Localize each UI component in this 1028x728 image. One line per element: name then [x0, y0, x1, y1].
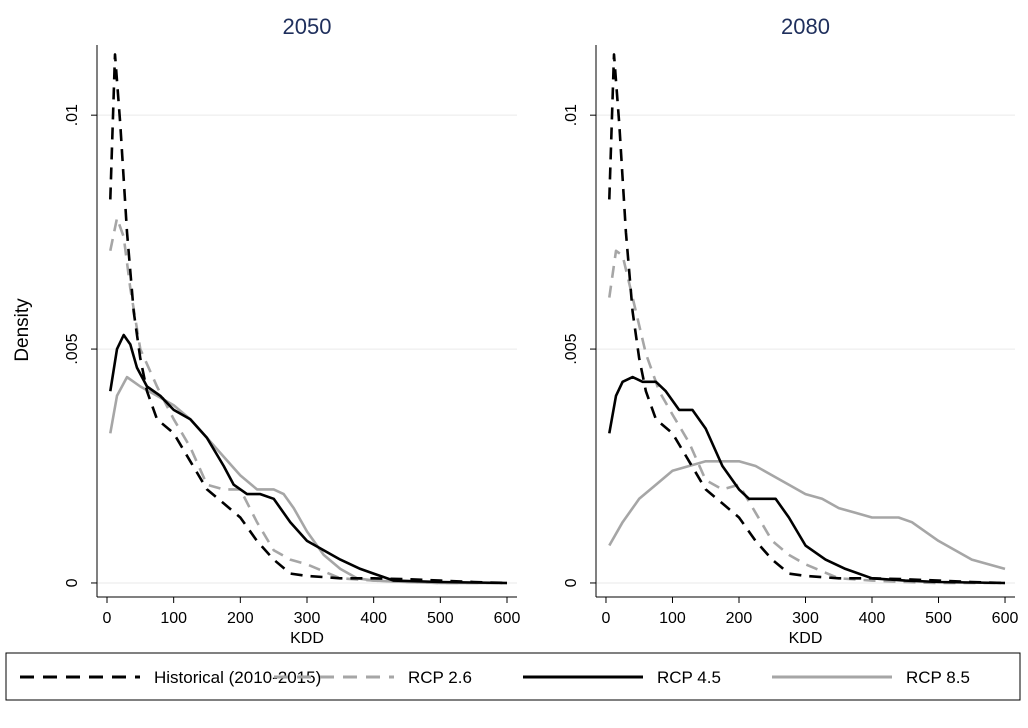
y-tick-label: 0: [64, 578, 81, 587]
series-line-rcp45: [109, 333, 508, 585]
x-tick-label: 500: [925, 610, 952, 627]
y-tick-label: .005: [563, 333, 580, 364]
y-tick-label: .005: [64, 333, 81, 364]
x-tick-label: 600: [992, 610, 1019, 627]
x-tick-label: 200: [227, 610, 254, 627]
panel-title: 2050: [283, 14, 332, 39]
x-tick-label: 0: [602, 610, 611, 627]
panel-title: 2080: [781, 14, 830, 39]
series-line-hist: [608, 53, 1006, 585]
series-line-rcp85: [109, 375, 507, 585]
x-tick-label: 600: [494, 610, 521, 627]
x-tick-label: 400: [859, 610, 886, 627]
x-tick-label: 100: [659, 610, 686, 627]
x-tick-label: 300: [294, 610, 321, 627]
x-tick-label: 200: [726, 610, 753, 627]
legend-label-hist: Historical (2010-2015): [154, 668, 321, 687]
legend-label-rcp26: RCP 2.6: [408, 668, 472, 687]
series-line-rcp26: [608, 249, 1005, 585]
x-tick-label: 300: [792, 610, 819, 627]
x-axis-label: KDD: [290, 630, 324, 647]
x-tick-label: 500: [427, 610, 454, 627]
panel-2050: 2050 0 .005 .01 0 100 200 300 400 500 600 KDD: [64, 14, 520, 647]
y-tick-label: .01: [64, 104, 81, 126]
series-line-rcp85: [608, 459, 1006, 571]
series-line-hist: [109, 53, 508, 585]
legend: Historical (2010-2015) RCP 2.6 RCP 4.5 RCP …: [5, 652, 1021, 701]
x-tick-label: 0: [103, 610, 112, 627]
legend-label-rcp85: RCP 8.5: [906, 668, 970, 687]
x-axis-label: KDD: [789, 630, 823, 647]
series-line-rcp26: [109, 216, 507, 585]
x-tick-label: 100: [160, 610, 187, 627]
panel-2080: 2080 0 .005 .01 0 100 200 300 400 500 600 KDD: [563, 14, 1018, 647]
y-tick-label: 0: [563, 578, 580, 587]
series-line-rcp45: [608, 375, 1006, 585]
x-tick-label: 400: [360, 610, 387, 627]
y-axis-label: Density: [12, 298, 33, 362]
y-tick-label: .01: [563, 104, 580, 126]
legend-label-rcp45: RCP 4.5: [657, 668, 721, 687]
